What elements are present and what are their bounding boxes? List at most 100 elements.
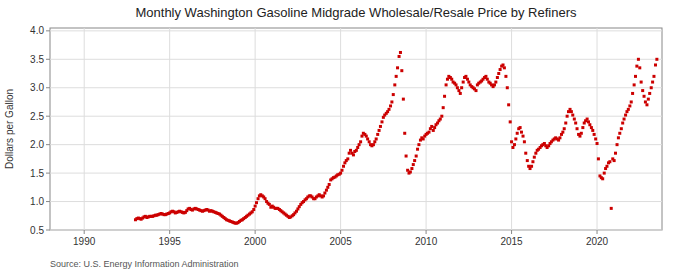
point (494, 81, 497, 84)
point (352, 153, 355, 156)
point (398, 55, 401, 58)
point (499, 68, 502, 71)
points (134, 51, 658, 225)
point (379, 125, 382, 128)
point (573, 118, 576, 121)
point (496, 76, 499, 79)
tick-mark (46, 116, 50, 117)
grid-line (50, 59, 662, 60)
point (640, 81, 643, 84)
point (442, 106, 445, 109)
point (603, 172, 606, 175)
chart-container: Monthly Washington Gasoline Midgrade Who… (0, 0, 675, 275)
point (486, 78, 489, 81)
point (413, 159, 416, 162)
point (416, 148, 419, 151)
grid-line (50, 30, 662, 31)
grid-line (84, 28, 85, 230)
point (630, 100, 633, 103)
point (264, 197, 267, 200)
point (655, 58, 658, 61)
tick-label: 2000 (244, 236, 267, 247)
tick-label: 2.0 (30, 139, 44, 150)
point (380, 120, 383, 123)
point (580, 132, 583, 135)
tick-label: 1.0 (30, 196, 44, 207)
point (504, 75, 507, 78)
point (445, 83, 448, 86)
tick-mark (46, 87, 50, 88)
tick-label: 4.0 (30, 25, 44, 36)
point (392, 93, 395, 96)
point (561, 131, 564, 134)
point (433, 126, 436, 129)
point (571, 114, 574, 117)
point (624, 114, 627, 117)
tick-label: 2020 (586, 236, 609, 247)
point (633, 83, 636, 86)
point (406, 169, 409, 172)
point (502, 63, 505, 66)
point (638, 66, 641, 69)
tick-mark (340, 230, 341, 234)
point (325, 189, 328, 192)
point (526, 159, 529, 162)
point (358, 143, 361, 146)
point (608, 160, 611, 163)
point (365, 135, 368, 138)
point (457, 89, 460, 92)
point (590, 126, 593, 129)
grid-line (50, 201, 662, 202)
tick-mark (46, 30, 50, 31)
point (654, 63, 657, 66)
point (637, 58, 640, 61)
point (432, 129, 435, 132)
grid (50, 28, 662, 230)
point (644, 100, 647, 103)
source-note: Source: U.S. Energy Information Administ… (50, 259, 239, 269)
point (578, 135, 581, 138)
point (399, 51, 402, 54)
point (378, 129, 381, 132)
point (346, 157, 349, 160)
point (456, 86, 459, 89)
grid-line (50, 230, 662, 231)
point (252, 208, 255, 211)
tick-label: 2.5 (30, 111, 44, 122)
grid-line (597, 28, 598, 230)
point (530, 165, 533, 168)
point (484, 75, 487, 78)
point (412, 163, 415, 166)
point (627, 108, 630, 111)
point (588, 123, 591, 126)
point (587, 120, 590, 123)
point (402, 98, 405, 101)
point (522, 135, 525, 138)
tick-mark (46, 59, 50, 60)
point (523, 140, 526, 143)
point (375, 137, 378, 140)
point (360, 135, 363, 138)
point (647, 98, 650, 101)
tick-label: 1.5 (30, 168, 44, 179)
point (563, 127, 566, 130)
point (531, 160, 534, 163)
point (462, 81, 465, 84)
point (368, 140, 371, 143)
tick-mark (84, 230, 85, 234)
point (439, 118, 442, 121)
point (373, 140, 376, 143)
tick-label: 3.5 (30, 54, 44, 65)
grid-line (50, 87, 662, 88)
axis-label: Dollars per Gallon (4, 89, 15, 169)
point (443, 95, 446, 98)
point (645, 103, 648, 106)
point (513, 143, 516, 146)
point (628, 104, 631, 107)
point (348, 152, 351, 155)
point (460, 86, 463, 89)
point (455, 83, 458, 86)
point (631, 92, 634, 95)
point (533, 156, 536, 159)
point (616, 143, 619, 146)
